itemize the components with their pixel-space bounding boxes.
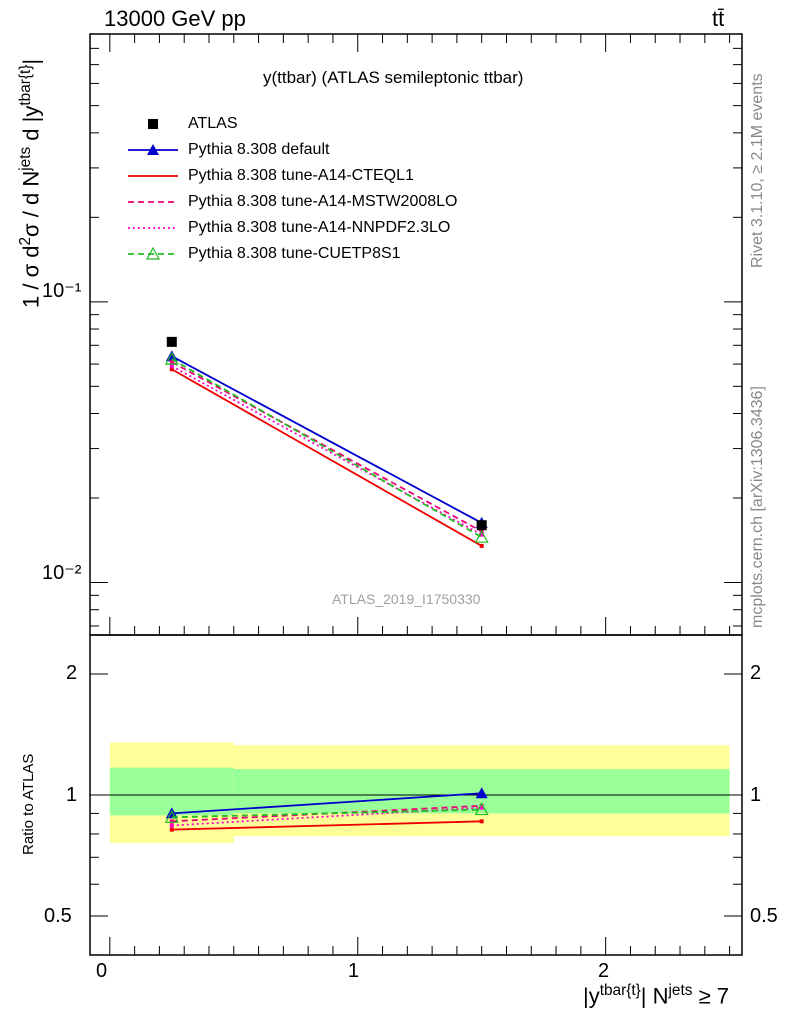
x-tick-label: 1 — [348, 960, 360, 982]
series-point-ratio — [169, 819, 174, 824]
series-point-main — [164, 351, 179, 365]
process-label: tt̄ — [712, 6, 725, 31]
ratio-tick-label-right: 1 — [750, 784, 762, 806]
y-tick-label-main: 10⁻² — [42, 562, 82, 584]
series-line-main — [171, 365, 483, 536]
series-line-ratio — [171, 820, 482, 831]
legend-marker — [148, 119, 158, 129]
x-tick-label: 2 — [598, 960, 610, 982]
rivet-label: Rivet 3.1.10, ≥ 2.1M events — [749, 73, 766, 268]
legend-marker — [145, 246, 161, 260]
series-line-main — [171, 361, 483, 533]
ratio-tick-label: 0.5 — [44, 905, 72, 927]
uncertainty-band-inner — [109, 767, 234, 816]
series-point-ratio — [169, 827, 174, 832]
legend-label-cteql1: Pythia 8.308 tune-A14-CTEQL1 — [188, 167, 414, 184]
series-point-main — [169, 364, 174, 369]
legend-label-default: Pythia 8.308 default — [188, 141, 330, 158]
legend-label-atlas: ATLAS — [188, 115, 238, 132]
series-point-ratio — [169, 823, 174, 828]
ratio-tick-label-right: 0.5 — [750, 905, 778, 927]
series-point-ratio — [479, 819, 484, 824]
series-line-main — [171, 355, 483, 524]
series-point-main — [169, 360, 174, 365]
mcplots-label: mcplots.cern.ch [arXiv:1306.3436] — [749, 386, 766, 628]
x-axis-label: |ytbar{t}| Njets ≥ 7 — [583, 982, 730, 1009]
x-tick-label: 0 — [96, 960, 108, 982]
series-point-ratio — [475, 787, 488, 799]
series-point-ratio — [164, 810, 179, 823]
series-line-ratio — [171, 808, 482, 819]
series-point-ratio — [479, 805, 484, 810]
series-point-main — [479, 532, 484, 537]
legend-marker — [147, 144, 159, 155]
series-point-ratio — [474, 802, 489, 816]
y-tick-label-main: 10⁻¹ — [42, 280, 82, 302]
legend-label-cuetp8s1: Pythia 8.308 tune-CUETP8S1 — [188, 245, 401, 262]
series-point-main — [474, 529, 489, 543]
ratio-tick-label: 2 — [66, 662, 78, 684]
data-point — [166, 336, 177, 347]
legend-label-mstw: Pythia 8.308 tune-A14-MSTW2008LO — [188, 193, 458, 210]
ratio-tick-label: 1 — [66, 784, 78, 806]
series-line-main — [171, 368, 483, 547]
y-axis-label-main: 1 / σ d2σ / d Njets d |ytbar{t}| — [17, 58, 44, 308]
y-axis-label-ratio: Ratio to ATLAS — [20, 753, 37, 855]
collision-label: 13000 GeV pp — [104, 6, 246, 31]
series-point-main — [479, 543, 484, 548]
series-line-main — [171, 358, 483, 538]
data-point — [476, 520, 487, 531]
series-line-ratio — [171, 806, 482, 827]
ratio-tick-label-right: 2 — [750, 662, 762, 684]
plot-title: y(ttbar) (ATLAS semileptonic ttbar) — [263, 68, 524, 87]
series-point-main — [169, 367, 174, 372]
analysis-watermark: ATLAS_2019_I1750330 — [332, 591, 481, 607]
series-line-ratio — [171, 792, 482, 815]
legend-label-nnpdf: Pythia 8.308 tune-A14-NNPDF2.3LO — [188, 219, 451, 236]
